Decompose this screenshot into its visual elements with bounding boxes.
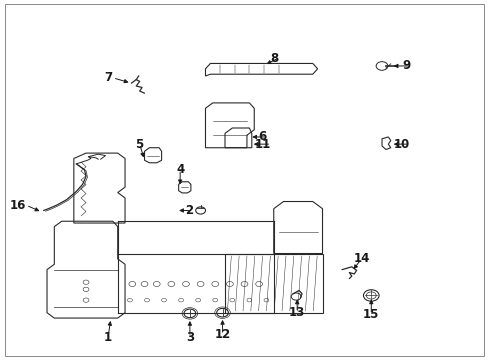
Text: 9: 9 <box>401 59 409 72</box>
Text: 15: 15 <box>363 308 379 321</box>
Text: 3: 3 <box>185 330 194 343</box>
Text: 6: 6 <box>258 130 266 144</box>
Text: 1: 1 <box>103 331 112 344</box>
Text: 14: 14 <box>353 252 369 265</box>
Text: 2: 2 <box>185 204 193 217</box>
Text: 10: 10 <box>393 138 409 150</box>
Text: 4: 4 <box>176 163 184 176</box>
Text: 8: 8 <box>270 51 278 64</box>
Text: 12: 12 <box>214 328 230 341</box>
Text: 5: 5 <box>135 138 143 150</box>
Text: 11: 11 <box>255 138 271 150</box>
Text: 13: 13 <box>288 306 305 319</box>
Text: 7: 7 <box>104 71 113 84</box>
Text: 16: 16 <box>10 199 26 212</box>
